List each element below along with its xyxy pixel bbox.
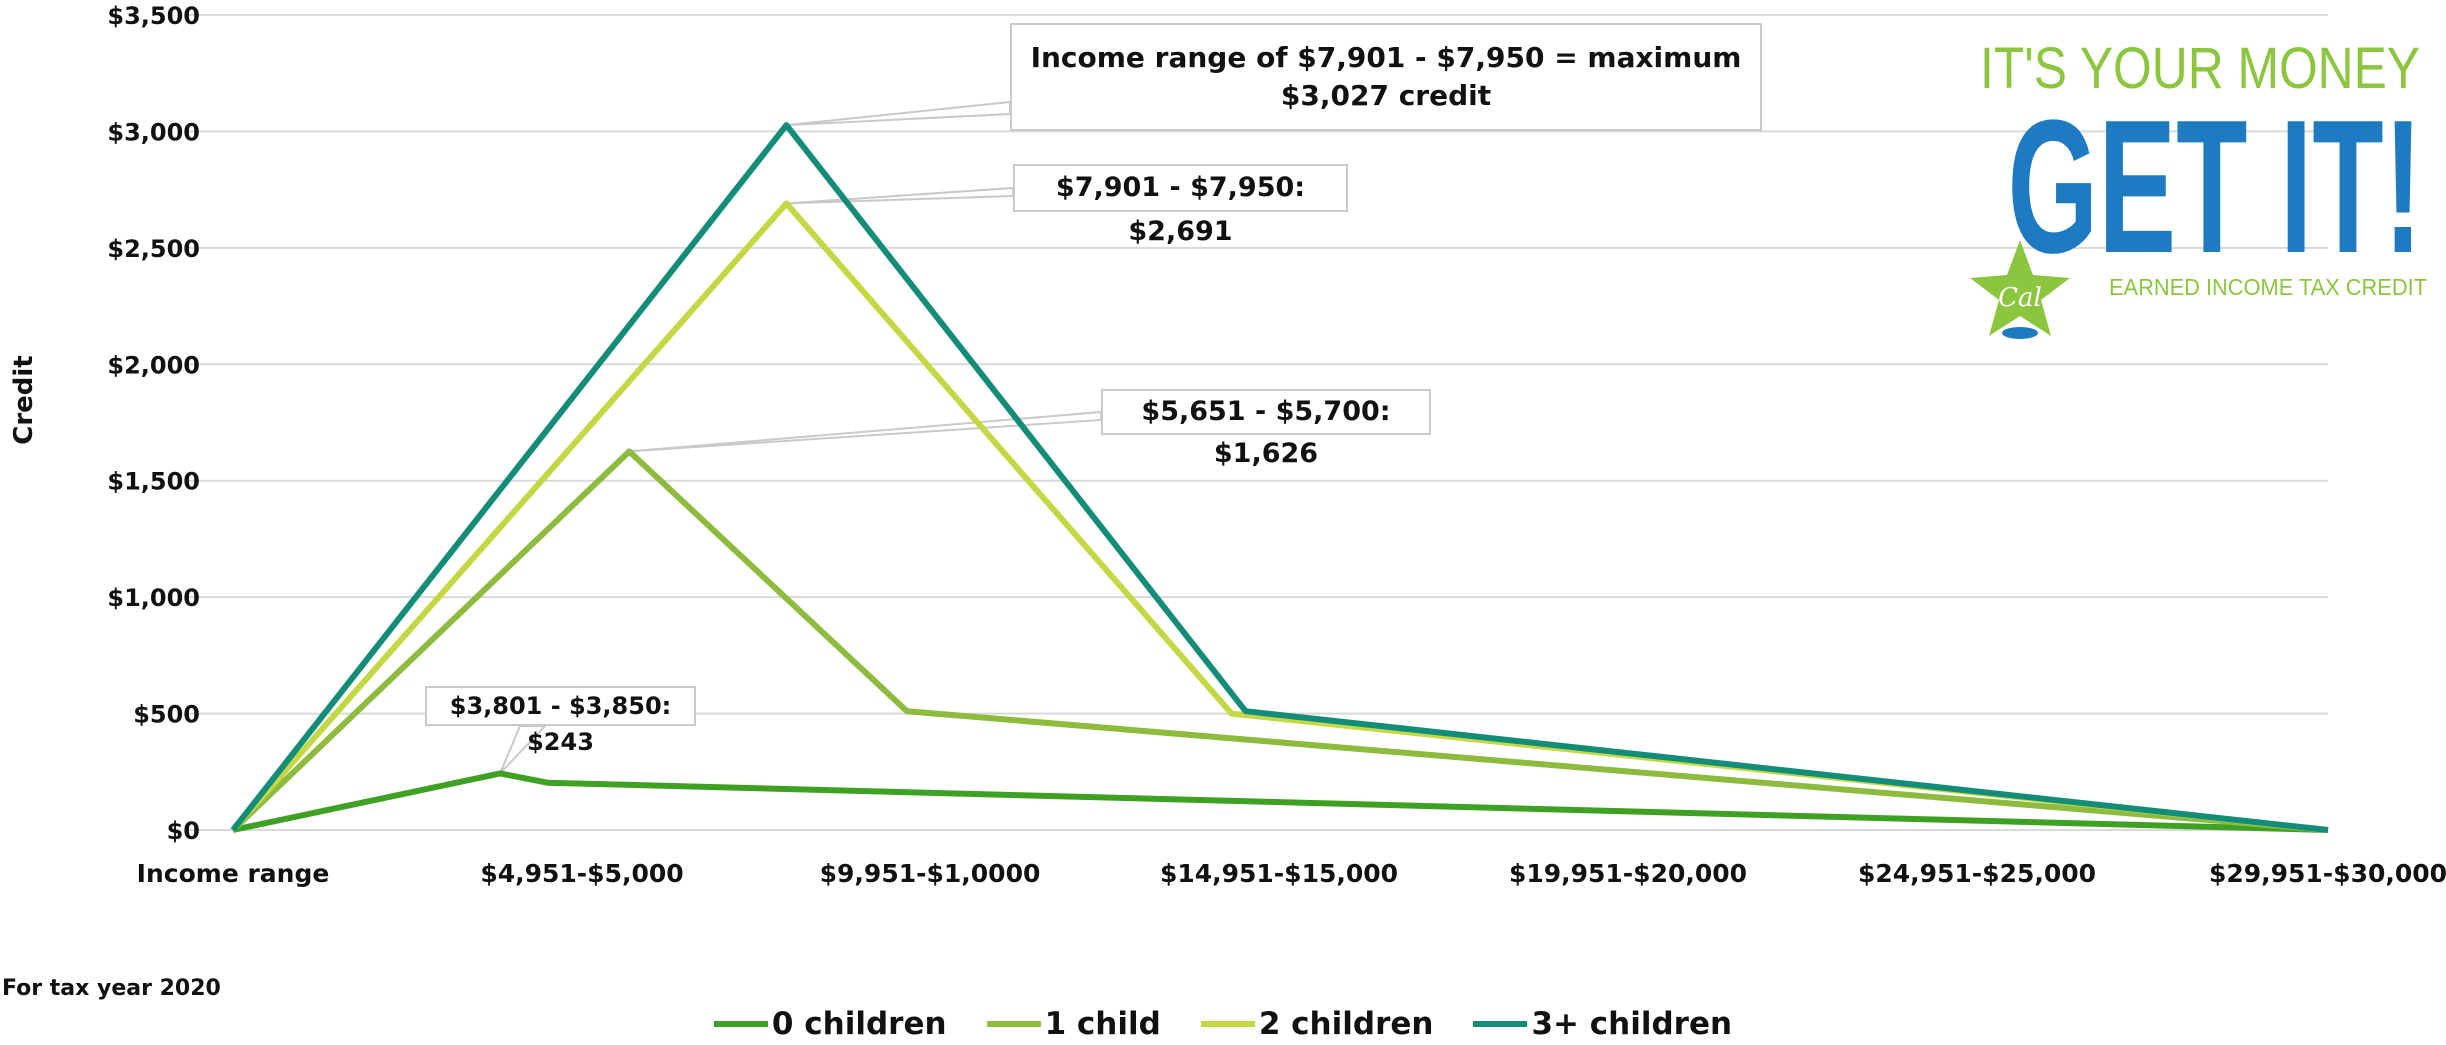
y-tick-label: $1,500: [107, 468, 200, 496]
y-tick-label: $2,500: [107, 235, 200, 263]
callout-zero-children: $3,801 - $3,850: $243: [425, 686, 696, 756]
x-tick-label: $24,951-$25,000: [1858, 859, 2096, 888]
callout-max-credit: Income range of $7,901 - $7,950 = maximu…: [1010, 23, 1762, 131]
x-tick-label: $9,951-$1,0000: [820, 859, 1041, 888]
series-line: [230, 122, 2329, 833]
star-icon: Cal: [1970, 240, 2070, 339]
legend-label: 1 child: [1044, 1006, 1161, 1042]
y-tick-label: $3,000: [107, 118, 200, 146]
callout-two-text: $7,901 - $7,950: $2,691: [1055, 172, 1306, 247]
x-tick-label: Income range: [137, 859, 330, 888]
series-line: [230, 448, 2329, 833]
y-tick-label: $1,000: [107, 584, 200, 612]
legend-swatch: [986, 1021, 1041, 1027]
callout-leader: [499, 725, 548, 775]
legend-swatch: [713, 1021, 768, 1027]
x-tick-label: $19,951-$20,000: [1509, 859, 1747, 888]
y-tick-label: $0: [167, 817, 200, 845]
legend: 0 children 1 child 2 children 3+ children: [0, 1006, 2446, 1042]
logo: IT'S YOUR MONEY GET IT! EARNED INCOME TA…: [1965, 36, 2435, 350]
legend-item: 3+ children: [1473, 1006, 1732, 1042]
callout-max-text: Income range of $7,901 - $7,950 = maximu…: [1030, 41, 1742, 112]
series-line: [232, 770, 2329, 833]
legend-label: 0 children: [771, 1006, 947, 1042]
logo-line2: GET IT!: [2008, 81, 2423, 293]
logo-badge: Cal: [1998, 283, 2042, 313]
logo-line1: IT'S YOUR MONEY: [1980, 40, 2420, 101]
callout-leader: [786, 100, 1011, 127]
callout-one-text: $5,651 - $5,700: $1,626: [1141, 396, 1391, 469]
y-tick-label: $2,000: [107, 351, 200, 379]
callout-zero-text: $3,801 - $3,850: $243: [449, 692, 672, 756]
y-tick-label: $3,500: [107, 2, 200, 30]
legend-label: 3+ children: [1531, 1006, 1733, 1042]
series-lines: [230, 122, 2329, 833]
x-tick-label: $29,951-$30,000: [2209, 859, 2446, 888]
legend-item: 1 child: [986, 1006, 1161, 1042]
legend-label: 2 children: [1258, 1006, 1434, 1042]
x-axis-ticks: Income range $4,951-$5,000 $9,951-$1,0000 $…: [137, 859, 2446, 888]
legend-item: 2 children: [1200, 1006, 1434, 1042]
footnote: For tax year 2020: [2, 976, 221, 1001]
legend-swatch: [1200, 1021, 1255, 1027]
y-axis-title: Credit: [9, 355, 39, 445]
logo-line3: EARNED INCOME TAX CREDIT: [2109, 274, 2427, 300]
callout-two-children: $7,901 - $7,950: $2,691: [1013, 164, 1348, 247]
y-tick-label: $500: [133, 701, 200, 729]
callout-leaders: [499, 100, 1102, 775]
y-axis-ticks: $0 $500 $1,000 $1,500 $2,000 $2,500 $3,000 $3,5…: [107, 2, 200, 845]
x-tick-label: $4,951-$5,000: [480, 859, 683, 888]
legend-swatch: [1473, 1021, 1528, 1027]
x-tick-label: $14,951-$15,000: [1160, 859, 1398, 888]
legend-item: 0 children: [713, 1006, 947, 1042]
callout-leader: [786, 186, 1014, 205]
callout-one-child: $5,651 - $5,700: $1,626: [1101, 389, 1431, 469]
